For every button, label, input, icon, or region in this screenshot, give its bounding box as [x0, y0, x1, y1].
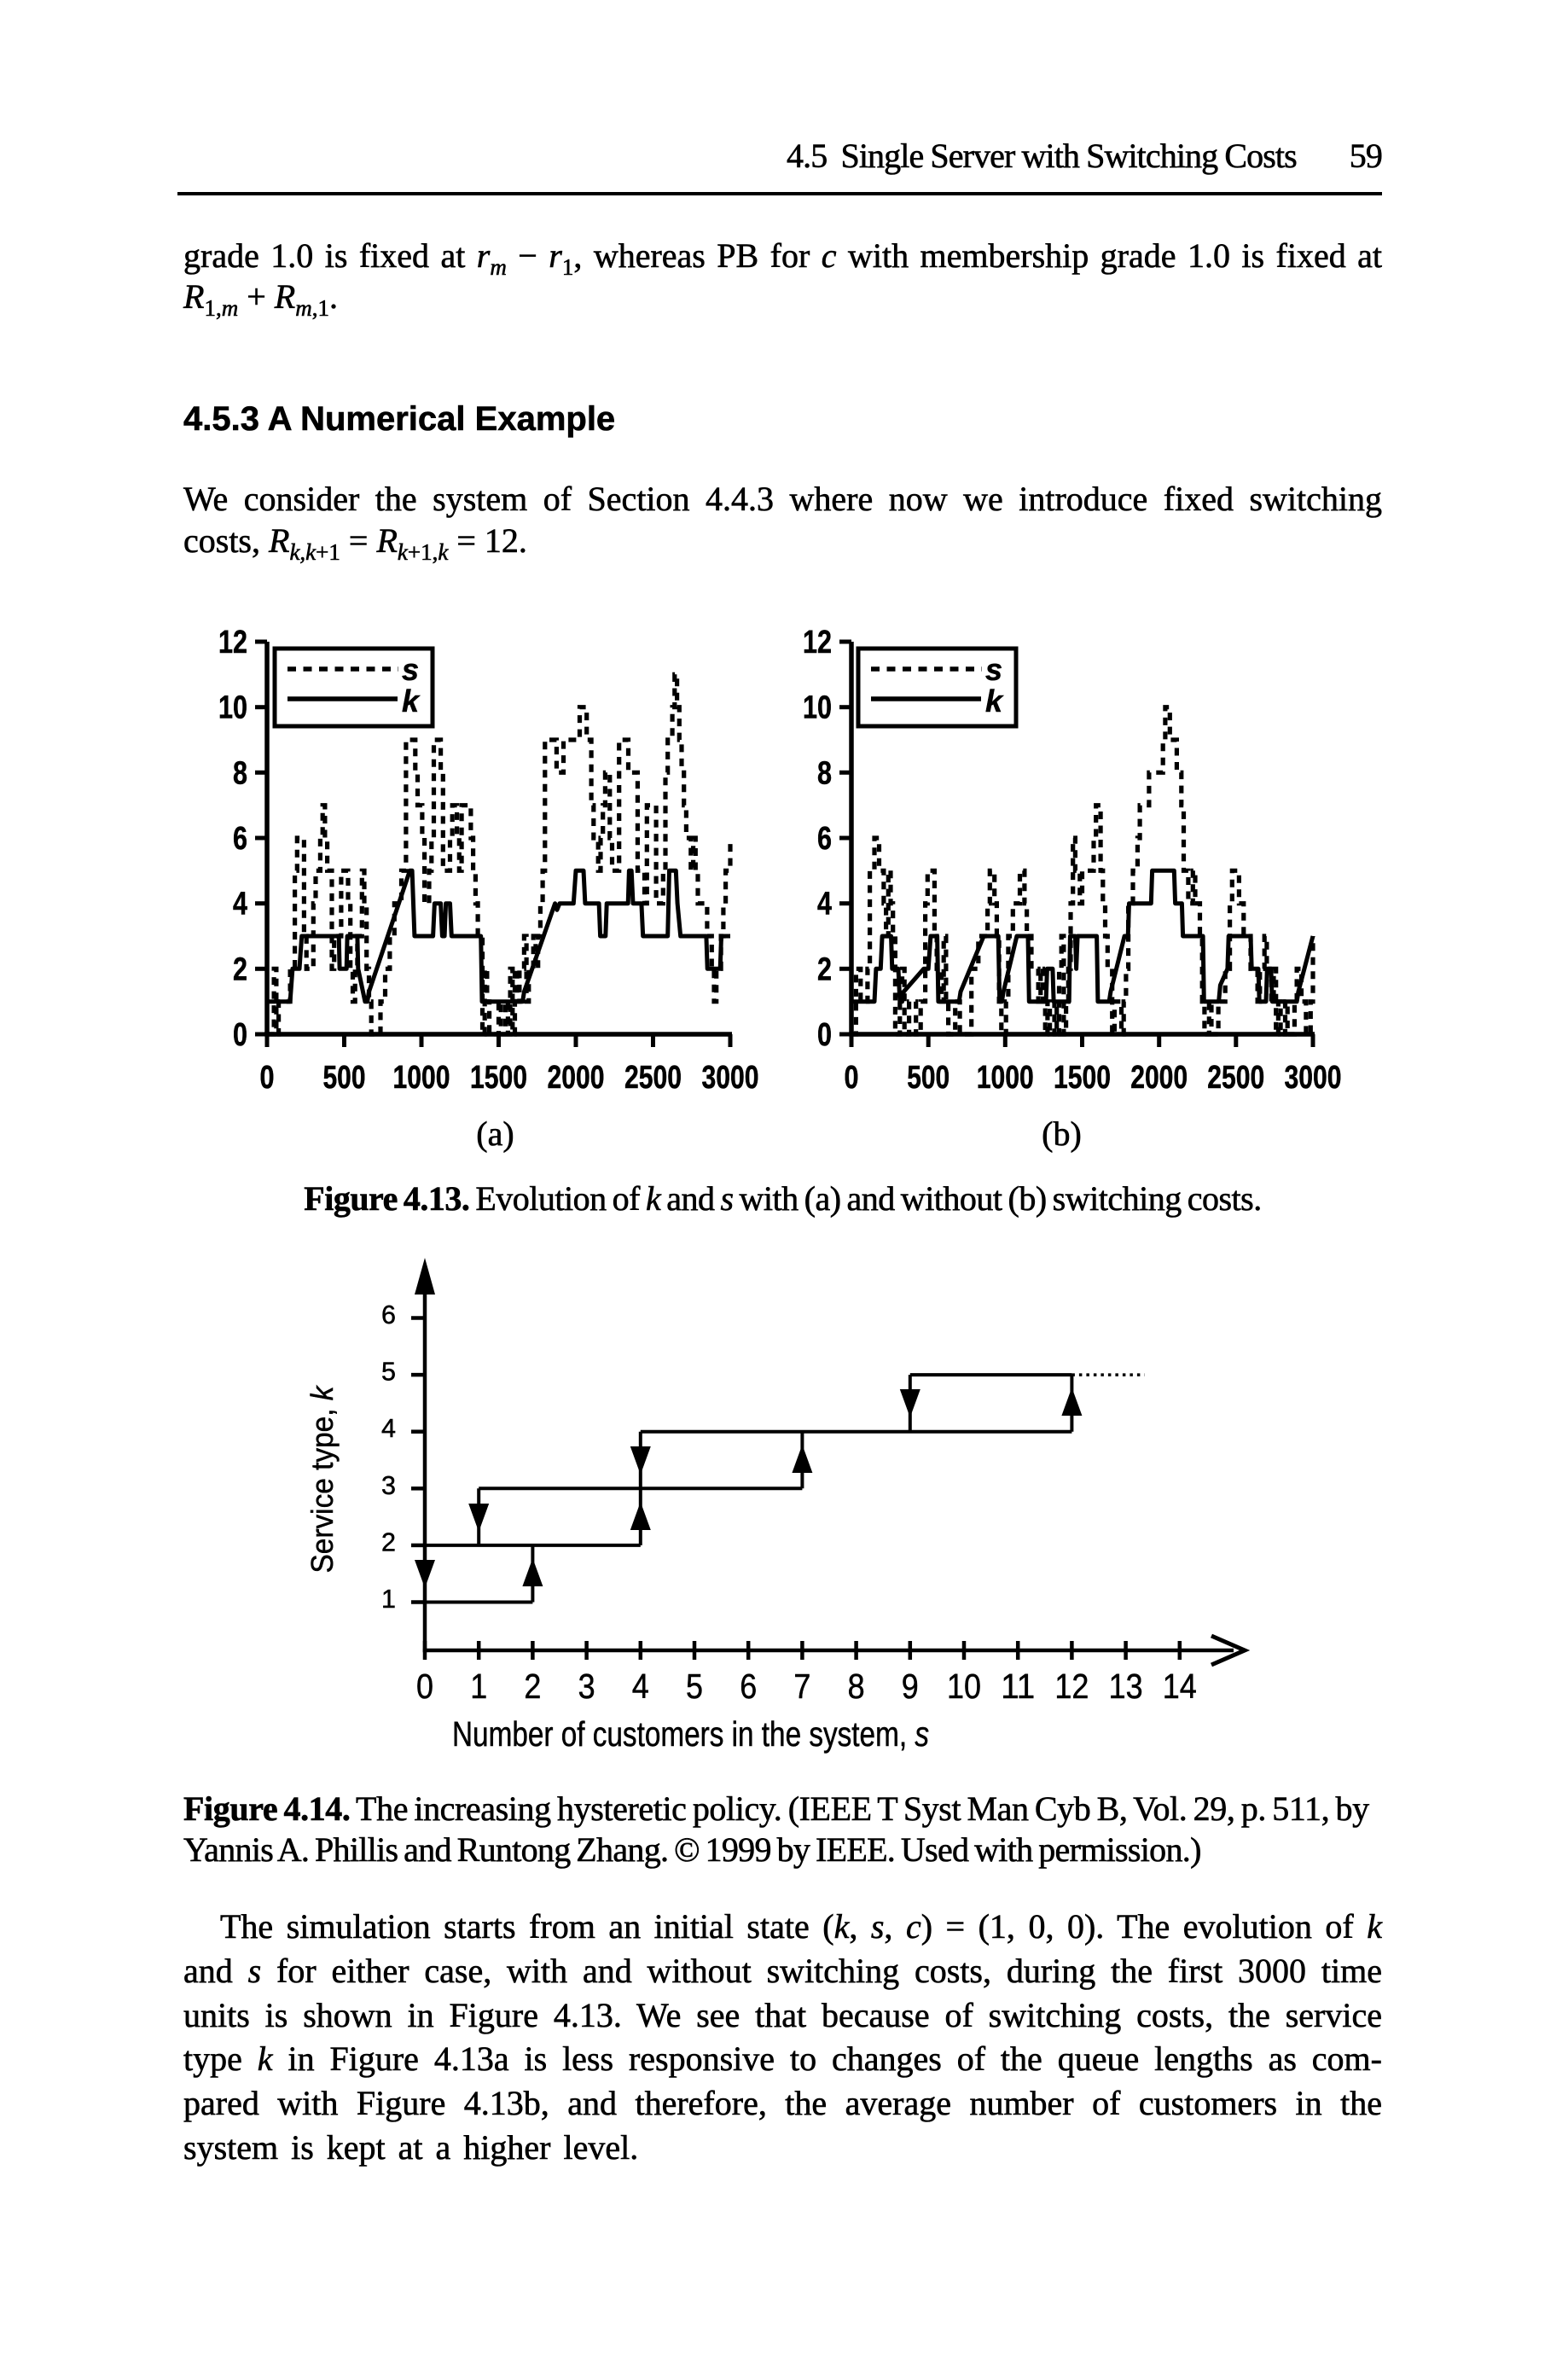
svg-text:s: s	[402, 652, 419, 687]
svg-text:10: 10	[218, 690, 247, 726]
svg-text:3000: 3000	[1285, 1060, 1342, 1096]
svg-text:3000: 3000	[702, 1060, 759, 1096]
svg-text:1500: 1500	[470, 1060, 527, 1096]
svg-text:12: 12	[1054, 1667, 1089, 1706]
svg-text:0: 0	[233, 1017, 247, 1053]
svg-text:13: 13	[1109, 1667, 1143, 1706]
svg-text:2: 2	[524, 1667, 541, 1706]
svg-text:14: 14	[1163, 1667, 1197, 1706]
svg-text:8: 8	[233, 755, 247, 791]
svg-text:k: k	[985, 684, 1004, 719]
svg-text:1: 1	[470, 1667, 487, 1706]
svg-text:12: 12	[218, 625, 247, 660]
svg-text:0: 0	[845, 1060, 859, 1096]
svg-text:6: 6	[381, 1300, 396, 1329]
svg-text:0: 0	[817, 1017, 832, 1053]
svg-text:2: 2	[381, 1527, 396, 1556]
svg-text:12: 12	[803, 625, 832, 660]
svg-text:1: 1	[381, 1584, 396, 1614]
svg-text:2000: 2000	[548, 1060, 605, 1096]
svg-text:500: 500	[323, 1060, 366, 1096]
svg-text:2500: 2500	[624, 1060, 682, 1096]
svg-text:6: 6	[817, 821, 832, 857]
svg-text:0: 0	[416, 1667, 433, 1706]
svg-text:2: 2	[233, 951, 247, 987]
svg-text:500: 500	[907, 1060, 950, 1096]
svg-text:Service type, k: Service type, k	[305, 1385, 340, 1574]
svg-text:4: 4	[632, 1667, 649, 1706]
svg-text:0: 0	[260, 1060, 275, 1096]
svg-text:s: s	[985, 652, 1002, 687]
svg-text:6: 6	[233, 821, 247, 857]
svg-text:4: 4	[817, 887, 832, 922]
svg-text:11: 11	[1001, 1667, 1035, 1706]
svg-text:Number of customers in the sys: Number of customers in the system, s	[452, 1714, 929, 1754]
svg-text:5: 5	[381, 1357, 396, 1387]
svg-text:8: 8	[817, 755, 832, 791]
svg-text:4: 4	[381, 1413, 396, 1443]
svg-text:6: 6	[740, 1667, 757, 1706]
svg-text:10: 10	[947, 1667, 981, 1706]
svg-text:5: 5	[686, 1667, 703, 1706]
svg-text:3: 3	[381, 1470, 396, 1500]
svg-text:1000: 1000	[977, 1060, 1034, 1096]
svg-text:1000: 1000	[393, 1060, 450, 1096]
svg-text:4: 4	[233, 887, 247, 922]
svg-text:8: 8	[848, 1667, 865, 1706]
svg-text:9: 9	[902, 1667, 919, 1706]
svg-text:2500: 2500	[1207, 1060, 1264, 1096]
svg-text:1500: 1500	[1054, 1060, 1111, 1096]
svg-text:7: 7	[793, 1667, 810, 1706]
svg-text:k: k	[402, 684, 421, 719]
svg-text:2000: 2000	[1130, 1060, 1188, 1096]
svg-text:2: 2	[817, 951, 832, 987]
svg-text:10: 10	[803, 690, 832, 726]
svg-text:3: 3	[578, 1667, 595, 1706]
